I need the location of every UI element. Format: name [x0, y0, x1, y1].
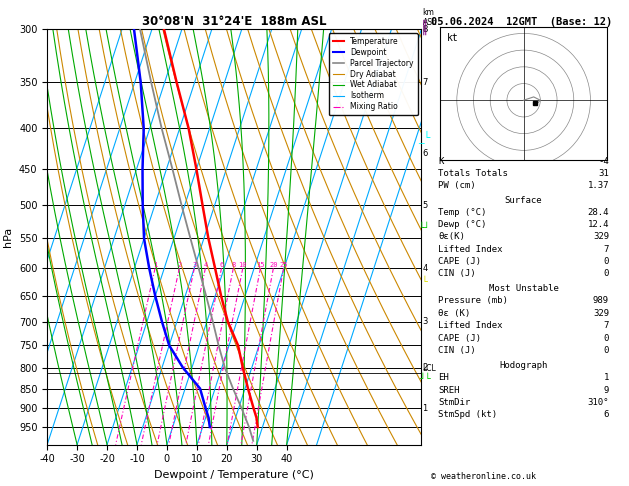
Text: SREH: SREH [438, 385, 460, 395]
Text: 0: 0 [604, 257, 609, 266]
Text: © weatheronline.co.uk: © weatheronline.co.uk [431, 472, 536, 481]
Text: CIN (J): CIN (J) [438, 269, 476, 278]
Text: Pressure (mb): Pressure (mb) [438, 296, 508, 305]
Text: 0: 0 [604, 334, 609, 343]
Text: PW (cm): PW (cm) [438, 181, 476, 191]
Text: 1.37: 1.37 [587, 181, 609, 191]
Text: 3: 3 [422, 317, 428, 326]
Text: StmSpd (kt): StmSpd (kt) [438, 410, 498, 419]
Text: 989: 989 [593, 296, 609, 305]
Text: K: K [438, 157, 443, 166]
Text: └: └ [421, 277, 428, 287]
Text: CIN (J): CIN (J) [438, 347, 476, 355]
Text: 6: 6 [604, 410, 609, 419]
Text: Dewp (°C): Dewp (°C) [438, 220, 487, 229]
Text: 1: 1 [153, 262, 157, 268]
Text: 05.06.2024  12GMT  (Base: 12): 05.06.2024 12GMT (Base: 12) [431, 17, 612, 27]
Text: Most Unstable: Most Unstable [489, 284, 559, 293]
Text: 20: 20 [269, 262, 277, 268]
Text: Totals Totals: Totals Totals [438, 169, 508, 178]
Text: ║: ║ [421, 19, 428, 35]
Text: StmDir: StmDir [438, 398, 470, 407]
Text: 9: 9 [604, 385, 609, 395]
Text: 10: 10 [238, 262, 247, 268]
Text: 6: 6 [220, 262, 223, 268]
Text: Lifted Index: Lifted Index [438, 244, 503, 254]
Text: 0: 0 [604, 269, 609, 278]
Text: CAPE (J): CAPE (J) [438, 257, 481, 266]
Text: 2: 2 [177, 262, 181, 268]
Text: kt: kt [447, 34, 459, 43]
Text: 1: 1 [604, 373, 609, 382]
Text: 3: 3 [192, 262, 196, 268]
Text: -4: -4 [598, 157, 609, 166]
Text: 28.4: 28.4 [587, 208, 609, 217]
Text: km
ASL: km ASL [423, 8, 437, 27]
Text: 31: 31 [598, 169, 609, 178]
Text: θε (K): θε (K) [438, 309, 470, 318]
Text: 25: 25 [279, 262, 288, 268]
Text: CAPE (J): CAPE (J) [438, 334, 481, 343]
Text: 12.4: 12.4 [587, 220, 609, 229]
Text: Surface: Surface [505, 196, 542, 205]
Text: 8: 8 [422, 25, 428, 34]
Text: 4: 4 [422, 264, 428, 273]
Text: 8: 8 [231, 262, 235, 268]
Legend: Temperature, Dewpoint, Parcel Trajectory, Dry Adiabat, Wet Adiabat, Isotherm, Mi: Temperature, Dewpoint, Parcel Trajectory… [329, 33, 418, 115]
Text: ┘└: ┘└ [419, 374, 430, 384]
Text: θε(K): θε(K) [438, 232, 465, 242]
Text: Hodograph: Hodograph [499, 361, 548, 370]
Text: 4: 4 [203, 262, 208, 268]
Text: 15: 15 [256, 262, 265, 268]
Title: 30°08'N  31°24'E  188m ASL: 30°08'N 31°24'E 188m ASL [142, 15, 326, 28]
Text: EH: EH [438, 373, 449, 382]
Text: 7: 7 [604, 244, 609, 254]
Text: 310°: 310° [587, 398, 609, 407]
Y-axis label: hPa: hPa [3, 227, 13, 247]
Text: 5: 5 [422, 201, 428, 210]
Text: 1: 1 [422, 404, 428, 413]
Text: 2: 2 [422, 363, 428, 372]
Text: 6: 6 [422, 149, 428, 158]
Text: Lifted Index: Lifted Index [438, 321, 503, 330]
Text: Temp (°C): Temp (°C) [438, 208, 487, 217]
Text: LCL: LCL [422, 364, 436, 373]
Text: 7: 7 [604, 321, 609, 330]
Text: 7: 7 [422, 78, 428, 87]
Text: 329: 329 [593, 309, 609, 318]
Text: 0: 0 [604, 347, 609, 355]
Text: └┘: └┘ [419, 224, 430, 233]
X-axis label: Dewpoint / Temperature (°C): Dewpoint / Temperature (°C) [154, 470, 314, 480]
Text: _└: _└ [418, 130, 431, 142]
Text: 329: 329 [593, 232, 609, 242]
